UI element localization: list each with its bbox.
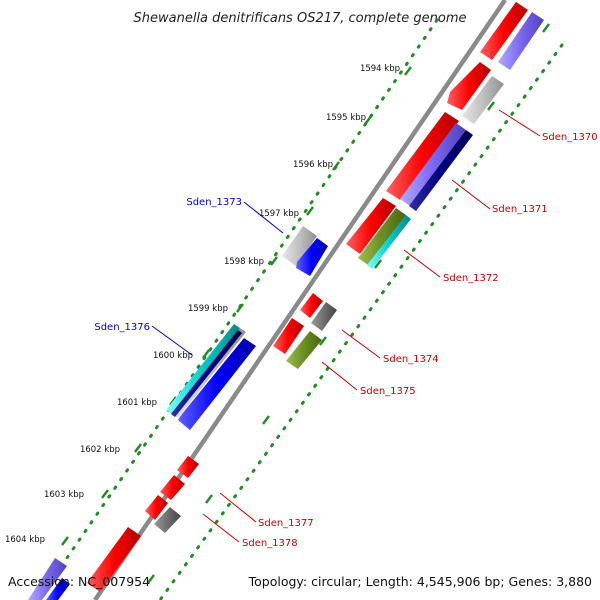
- gene-arrow[interactable]: [46, 578, 70, 600]
- gene-label-sden-1376[interactable]: Sden_1376: [94, 322, 150, 333]
- gene-arrow[interactable]: [273, 318, 304, 354]
- tick-label: 1603 kbp: [44, 490, 84, 500]
- gene-arrow[interactable]: [498, 12, 544, 70]
- tick-label: 1598 kbp: [224, 257, 264, 267]
- gene-label-sden-1375[interactable]: Sden_1375: [360, 386, 416, 397]
- accession-label: Accession: NC_007954: [8, 574, 150, 589]
- gene-arrow[interactable]: [447, 62, 491, 110]
- gene-arrow[interactable]: [178, 338, 256, 430]
- tick-label: 1601 kbp: [117, 398, 157, 408]
- gene-label-sden-1370[interactable]: Sden_1370: [542, 132, 598, 143]
- gene-arrow[interactable]: [282, 226, 317, 266]
- tick-label: 1600 kbp: [153, 351, 193, 361]
- inner-tick-track: [158, 43, 564, 600]
- gene-arrow[interactable]: [462, 76, 504, 124]
- gene-arrow[interactable]: [166, 324, 240, 414]
- gene-arrow[interactable]: [87, 527, 141, 592]
- forward-genes: [87, 2, 544, 592]
- gene-arrow[interactable]: [367, 215, 411, 269]
- gene-arrow[interactable]: [145, 495, 168, 520]
- tick-label: 1594 kbp: [360, 64, 400, 74]
- gene-label-sden-1373[interactable]: Sden_1373: [186, 197, 242, 208]
- gene-arrow[interactable]: [400, 123, 466, 206]
- tick-label: 1596 kbp: [293, 160, 333, 170]
- tick-label: 1597 kbp: [259, 209, 299, 219]
- gene-arrow[interactable]: [386, 112, 459, 200]
- gene-arrow[interactable]: [154, 507, 181, 533]
- gene-arrow[interactable]: [28, 558, 67, 600]
- gene-arrow[interactable]: [171, 330, 242, 417]
- tick-label: 1599 kbp: [188, 304, 228, 314]
- gene-arrow[interactable]: [311, 302, 337, 331]
- gene-label-sden-1372[interactable]: Sden_1372: [443, 273, 499, 284]
- gene-arrow[interactable]: [300, 293, 323, 318]
- gene-label-sden-1371[interactable]: Sden_1371: [492, 204, 548, 215]
- tick-marks: [61, 66, 412, 546]
- gene-arrow[interactable]: [160, 475, 185, 500]
- gene-label-sden-1378[interactable]: Sden_1378: [242, 538, 298, 549]
- label-leaders: [151, 109, 541, 543]
- gene-arrow[interactable]: [346, 198, 396, 254]
- gene-label-sden-1374[interactable]: Sden_1374: [383, 354, 439, 365]
- gene-arrow[interactable]: [358, 208, 406, 265]
- gene-arrow[interactable]: [480, 2, 528, 60]
- tick-label: 1604 kbp: [5, 535, 45, 545]
- genome-summary: Topology: circular; Length: 4,545,906 bp…: [248, 574, 592, 589]
- map-title: Shewanella denitrificans OS217, complete…: [134, 11, 467, 26]
- tick-label: 1595 kbp: [326, 113, 366, 123]
- tick-label: 1602 kbp: [80, 445, 120, 455]
- gene-arrow[interactable]: [409, 130, 473, 211]
- reverse-genes: [28, 226, 328, 600]
- gene-arrow[interactable]: [296, 238, 328, 276]
- gene-arrow[interactable]: [177, 456, 199, 478]
- gene-label-sden-1377[interactable]: Sden_1377: [258, 518, 314, 529]
- gene-arrow[interactable]: [286, 331, 322, 369]
